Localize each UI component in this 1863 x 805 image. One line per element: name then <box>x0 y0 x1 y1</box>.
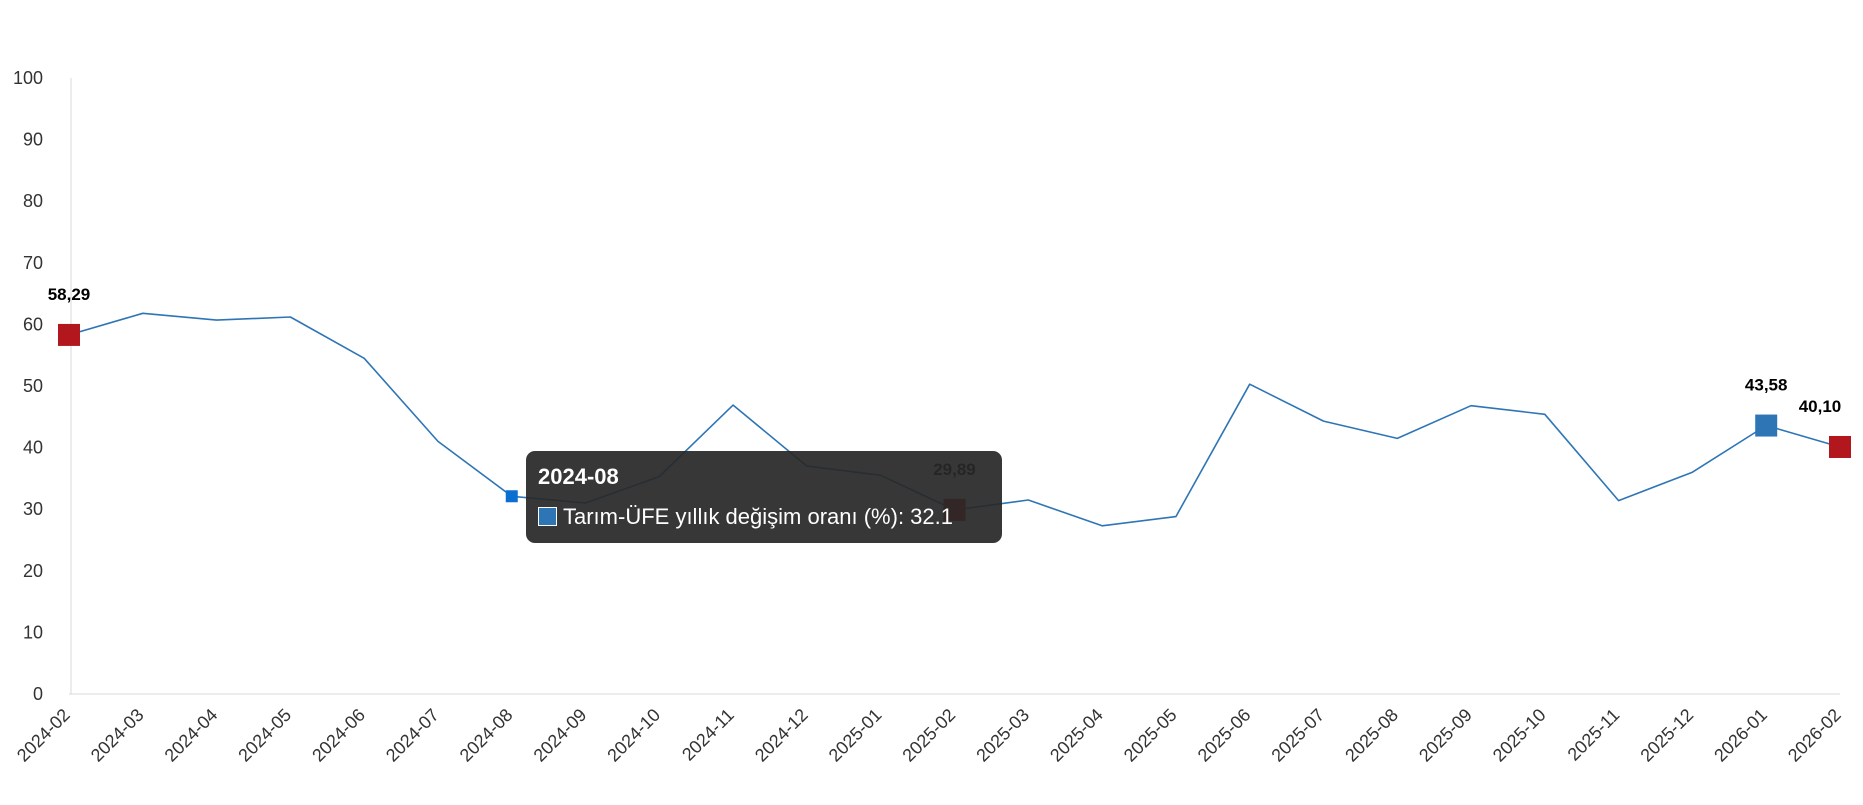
y-tick-label: 100 <box>13 68 43 88</box>
x-tick-label: 2024-05 <box>234 705 295 766</box>
chart-axes <box>69 78 1840 695</box>
chart-tooltip: 2024-08 Tarım-ÜFE yıllık değişim oranı (… <box>526 451 1002 543</box>
y-tick-label: 90 <box>23 130 43 150</box>
x-tick-label: 2025-10 <box>1489 705 1550 766</box>
x-tick-label: 2025-06 <box>1194 705 1255 766</box>
y-tick-label: 10 <box>23 622 43 642</box>
y-tick-label: 0 <box>33 684 43 704</box>
y-tick-label: 20 <box>23 561 43 581</box>
tooltip-title: 2024-08 <box>538 464 619 489</box>
y-tick-label: 60 <box>23 314 43 334</box>
x-tick-label: 2024-08 <box>456 705 517 766</box>
y-tick-label: 50 <box>23 376 43 396</box>
y-tick-label: 40 <box>23 438 43 458</box>
x-tick-label: 2024-10 <box>603 705 664 766</box>
data-label: 58,29 <box>48 285 91 304</box>
x-tick-label: 2024-12 <box>751 705 812 766</box>
tooltip-row: Tarım-ÜFE yıllık değişim oranı (%): 32.1 <box>538 503 990 531</box>
data-label: 40,10 <box>1799 397 1842 416</box>
x-tick-label: 2025-03 <box>972 705 1033 766</box>
highlight-marker[interactable] <box>58 323 80 346</box>
x-tick-label: 2025-12 <box>1636 705 1697 766</box>
y-axis-ticks: 0 10 20 30 40 50 60 70 80 90 100 <box>13 68 43 704</box>
x-tick-label: 2025-05 <box>1120 705 1181 766</box>
x-tick-label: 2024-04 <box>161 705 222 766</box>
x-axis-ticks: 2024-02 2024-03 2024-04 2024-05 2024-06 2024-… <box>13 705 1845 766</box>
x-tick-label: 2025-09 <box>1415 705 1476 766</box>
x-tick-label: 2024-07 <box>382 705 443 766</box>
highlight-marker[interactable] <box>1829 435 1851 458</box>
x-tick-label: 2024-09 <box>530 705 591 766</box>
x-tick-label: 2025-02 <box>898 705 959 766</box>
x-tick-label: 2026-02 <box>1784 705 1845 766</box>
x-tick-label: 2025-01 <box>825 705 886 766</box>
y-tick-label: 70 <box>23 253 43 273</box>
x-tick-label: 2025-04 <box>1046 705 1107 766</box>
x-tick-label: 2024-11 <box>678 705 738 765</box>
x-tick-label: 2024-03 <box>87 705 148 766</box>
x-tick-label: 2024-02 <box>13 705 74 766</box>
data-label: 43,58 <box>1745 376 1788 395</box>
x-tick-label: 2026-01 <box>1710 705 1771 766</box>
tooltip-series-swatch <box>538 507 557 526</box>
y-tick-label: 80 <box>23 191 43 211</box>
x-tick-label: 2025-11 <box>1564 705 1624 765</box>
x-tick-label: 2025-07 <box>1267 705 1328 766</box>
y-tick-label: 30 <box>23 499 43 519</box>
highlight-marker[interactable] <box>1755 414 1778 437</box>
x-tick-label: 2025-08 <box>1341 705 1402 766</box>
x-tick-label: 2024-06 <box>308 705 369 766</box>
hover-marker[interactable] <box>505 490 518 503</box>
tooltip-value: Tarım-ÜFE yıllık değişim oranı (%): 32.1 <box>563 504 953 529</box>
